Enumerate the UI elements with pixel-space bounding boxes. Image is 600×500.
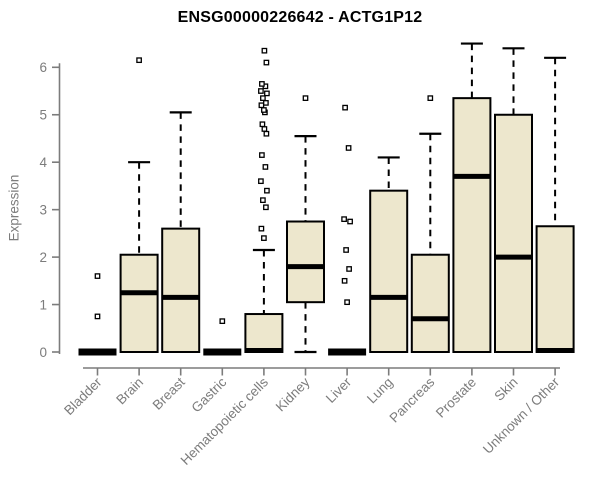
outlier-point bbox=[342, 104, 348, 111]
chart-title: ENSG00000226642 - ACTG1P12 bbox=[177, 9, 423, 26]
outlier-point bbox=[261, 107, 267, 113]
outlier-point bbox=[259, 121, 266, 128]
outlier-point bbox=[347, 218, 353, 225]
outlier-point bbox=[343, 247, 349, 253]
svg-text:1: 1 bbox=[39, 297, 47, 312]
outlier-point bbox=[94, 313, 101, 320]
svg-text:Lung: Lung bbox=[364, 375, 396, 407]
outlier-point bbox=[136, 57, 142, 64]
svg-text:4: 4 bbox=[39, 155, 47, 170]
box-brain bbox=[119, 57, 159, 353]
outlier-point bbox=[261, 235, 267, 241]
svg-text:6: 6 bbox=[39, 60, 47, 75]
box-prostate bbox=[452, 42, 492, 353]
outlier-point bbox=[263, 59, 270, 66]
svg-text:Kidney: Kidney bbox=[273, 374, 313, 414]
box-skin bbox=[494, 47, 533, 353]
box-kidney bbox=[286, 95, 325, 354]
outlier-point bbox=[341, 277, 348, 284]
box-hematopoietic-cells bbox=[244, 47, 284, 354]
box-breast bbox=[161, 111, 201, 354]
outlier-point bbox=[219, 318, 226, 325]
svg-text:2: 2 bbox=[39, 250, 47, 265]
svg-text:Bladder: Bladder bbox=[61, 374, 105, 418]
box-bladder bbox=[78, 273, 117, 356]
box-lung bbox=[369, 156, 409, 353]
outlier-point bbox=[344, 299, 350, 306]
outlier-point bbox=[262, 164, 269, 170]
outlier-point bbox=[341, 216, 347, 222]
y-tick-labels: 0 1 2 3 4 5 6 bbox=[39, 60, 47, 360]
outlier-point bbox=[261, 126, 268, 132]
svg-text:Breast: Breast bbox=[150, 374, 188, 412]
svg-text:0: 0 bbox=[39, 345, 47, 360]
outlier-point bbox=[346, 266, 352, 272]
outlier-point bbox=[427, 95, 434, 101]
svg-text:Liver: Liver bbox=[323, 374, 355, 406]
outlier-point bbox=[258, 88, 264, 94]
box-pancreas bbox=[410, 95, 450, 353]
box-unknown-other bbox=[535, 56, 575, 354]
svg-text:Prostate: Prostate bbox=[433, 375, 479, 421]
svg-text:Brain: Brain bbox=[113, 375, 146, 408]
outlier-point bbox=[302, 95, 309, 101]
box-liver bbox=[328, 104, 367, 356]
outlier-point bbox=[94, 273, 101, 279]
outlier-point bbox=[345, 145, 352, 151]
box-gastric bbox=[203, 318, 242, 356]
axes bbox=[52, 63, 560, 376]
outlier-point bbox=[264, 187, 270, 194]
outlier-point bbox=[264, 90, 270, 97]
outlier-point bbox=[258, 102, 265, 109]
outlier-point bbox=[260, 197, 266, 204]
svg-text:5: 5 bbox=[39, 108, 47, 123]
svg-text:Skin: Skin bbox=[491, 375, 520, 404]
outlier-point bbox=[260, 95, 266, 101]
svg-text:Unknown / Other: Unknown / Other bbox=[480, 374, 563, 457]
outlier-point bbox=[263, 204, 269, 211]
outlier-point bbox=[263, 130, 270, 137]
outlier-point bbox=[258, 178, 264, 185]
outlier-point bbox=[258, 225, 265, 232]
svg-text:3: 3 bbox=[39, 202, 47, 217]
outlier-point bbox=[259, 81, 265, 87]
svg-text:Gastric: Gastric bbox=[189, 374, 230, 415]
outlier-point bbox=[259, 152, 265, 158]
outlier-point bbox=[261, 47, 268, 54]
outlier-point bbox=[263, 100, 269, 106]
svg-text:Pancreas: Pancreas bbox=[386, 374, 437, 425]
